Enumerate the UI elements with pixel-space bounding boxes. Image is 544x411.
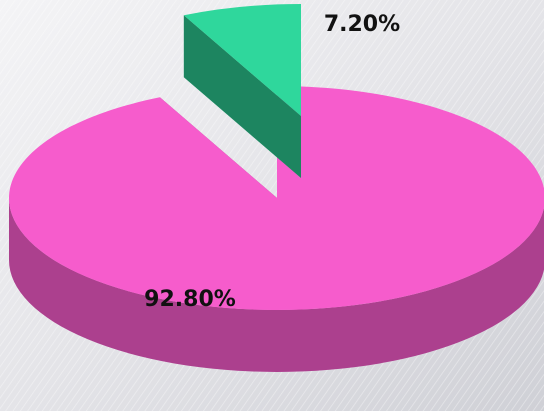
data-label: 92.80% [144, 287, 236, 312]
pie-slice [9, 86, 544, 372]
slice-wall [183, 15, 301, 178]
slice-side-shade [9, 198, 544, 372]
pie-slice [183, 4, 301, 178]
data-label: 7.20% [324, 12, 400, 37]
slice-side [9, 198, 544, 372]
pie-slice-top [183, 4, 301, 116]
pie-slice-top [9, 86, 544, 310]
pie [9, 4, 544, 372]
slice-wall-shade [183, 15, 301, 178]
